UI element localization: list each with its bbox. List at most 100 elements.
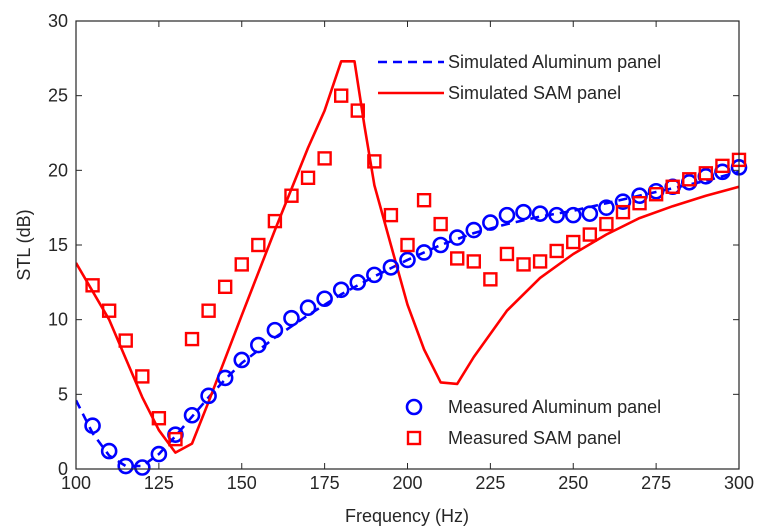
legend-bottom: Measured Aluminum panel Measured SAM pane… bbox=[405, 397, 661, 448]
measured-aluminum-point bbox=[432, 236, 449, 254]
tick-layer: 100 125 150 175 200 225 250 275 300 0 5 10 15 20 25 30 bbox=[48, 11, 754, 493]
measured-aluminum-point bbox=[183, 406, 201, 424]
measured-sam-point bbox=[317, 151, 332, 166]
legend-label: Simulated Aluminum panel bbox=[448, 52, 661, 72]
measured-aluminum-point bbox=[482, 214, 499, 231]
marker-layer bbox=[84, 88, 748, 476]
measured-sam-point bbox=[217, 279, 233, 295]
y-tick-label: 25 bbox=[48, 86, 68, 106]
measured-sam-point bbox=[400, 237, 415, 253]
y-tick-label: 30 bbox=[48, 11, 68, 31]
measured-sam-point bbox=[284, 188, 299, 203]
x-tick-label: 275 bbox=[641, 473, 671, 493]
measured-aluminum-point bbox=[84, 417, 101, 434]
measured-sam-point bbox=[416, 192, 432, 208]
x-tick-label: 225 bbox=[475, 473, 505, 493]
measured-aluminum-point bbox=[100, 442, 118, 460]
y-tick-label: 0 bbox=[58, 459, 68, 479]
measured-aluminum-point bbox=[299, 299, 317, 317]
measured-aluminum-point bbox=[465, 221, 483, 239]
measured-sam-point bbox=[383, 207, 399, 223]
x-tick-label: 250 bbox=[558, 473, 588, 493]
measured-aluminum-point bbox=[614, 193, 632, 210]
measured-sam-point bbox=[715, 158, 730, 174]
measured-aluminum-point bbox=[200, 387, 217, 405]
measured-sam-point bbox=[367, 154, 382, 169]
measured-sam-point bbox=[201, 303, 216, 318]
measured-aluminum-point bbox=[564, 206, 582, 224]
measured-sam-point bbox=[466, 254, 481, 269]
measured-sam-point bbox=[101, 303, 117, 318]
measured-sam-point bbox=[582, 227, 598, 242]
measured-aluminum-point bbox=[332, 281, 350, 299]
measured-sam-point bbox=[532, 254, 548, 269]
measured-sam-point bbox=[234, 257, 249, 272]
measured-aluminum-point bbox=[349, 274, 367, 291]
measured-sam-point bbox=[334, 88, 349, 103]
measured-sam-point bbox=[85, 278, 100, 293]
measured-aluminum-point bbox=[399, 251, 416, 269]
measured-sam-point bbox=[599, 216, 614, 232]
measured-aluminum-point bbox=[631, 187, 648, 205]
measured-aluminum-point bbox=[531, 205, 549, 222]
measured-aluminum-point bbox=[515, 203, 532, 221]
measured-aluminum-point bbox=[366, 266, 383, 284]
measured-aluminum-point bbox=[250, 336, 267, 354]
measured-sam-point bbox=[566, 234, 581, 250]
measured-sam-point bbox=[118, 333, 133, 348]
measured-aluminum-point bbox=[134, 459, 151, 476]
y-tick-label: 15 bbox=[48, 235, 68, 255]
measured-aluminum-point bbox=[581, 205, 599, 222]
measured-sam-point bbox=[350, 103, 365, 118]
measured-sam-point bbox=[549, 243, 564, 259]
measured-aluminum-point bbox=[150, 445, 168, 463]
measured-sam-point bbox=[499, 246, 515, 262]
measured-aluminum-point bbox=[548, 206, 565, 224]
y-tick-label: 20 bbox=[48, 160, 68, 180]
measured-sam-point bbox=[184, 331, 200, 347]
legend-swatch-square bbox=[406, 430, 422, 446]
measured-sam-point bbox=[682, 172, 697, 187]
measured-sam-point bbox=[632, 195, 647, 211]
measured-aluminum-point bbox=[498, 206, 516, 224]
legend-top: Simulated Aluminum panel Simulated SAM pa… bbox=[378, 52, 661, 103]
measured-aluminum-point bbox=[233, 351, 251, 369]
measured-sam-point bbox=[450, 251, 465, 266]
measured-sam-point bbox=[516, 257, 531, 272]
legend-label: Simulated SAM panel bbox=[448, 83, 621, 103]
legend-swatch-circle bbox=[405, 398, 423, 416]
measured-sam-point bbox=[135, 369, 150, 384]
x-tick-label: 100 bbox=[61, 473, 91, 493]
plot-area bbox=[76, 21, 739, 469]
measured-aluminum-point bbox=[415, 244, 433, 261]
measured-sam-point bbox=[648, 187, 664, 202]
measured-sam-point bbox=[615, 204, 631, 220]
legend-label: Measured Aluminum panel bbox=[448, 397, 661, 417]
measured-sam-point bbox=[267, 213, 283, 229]
y-tick-label: 5 bbox=[58, 384, 68, 404]
measured-aluminum-point bbox=[216, 369, 234, 387]
x-tick-label: 300 bbox=[724, 473, 754, 493]
x-tick-label: 150 bbox=[227, 473, 257, 493]
measured-aluminum-point bbox=[266, 321, 284, 339]
y-tick-label: 10 bbox=[48, 310, 68, 330]
measured-sam-point bbox=[151, 411, 167, 426]
x-tick-label: 125 bbox=[144, 473, 174, 493]
legend-label: Measured SAM panel bbox=[448, 428, 621, 448]
measured-sam-point bbox=[251, 237, 266, 253]
measured-sam-point bbox=[433, 216, 448, 232]
x-axis-label: Frequency (Hz) bbox=[345, 506, 469, 526]
x-tick-label: 175 bbox=[310, 473, 340, 493]
measured-aluminum-point bbox=[448, 229, 466, 246]
measured-aluminum-point bbox=[382, 259, 400, 276]
measured-sam-point bbox=[698, 166, 714, 181]
measured-sam-point bbox=[300, 170, 316, 186]
measured-aluminum-point bbox=[316, 290, 333, 308]
measured-aluminum-point bbox=[598, 199, 615, 216]
measured-sam-point bbox=[665, 179, 680, 194]
measured-sam-point bbox=[168, 431, 183, 447]
measured-aluminum-point bbox=[283, 309, 300, 327]
measured-sam-point bbox=[483, 272, 498, 287]
